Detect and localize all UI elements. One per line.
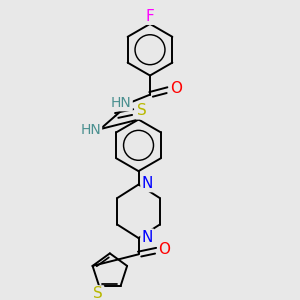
Text: F: F bbox=[146, 9, 154, 24]
Text: N: N bbox=[141, 230, 153, 244]
Text: HN: HN bbox=[80, 123, 101, 137]
Text: S: S bbox=[93, 286, 103, 300]
Text: O: O bbox=[158, 242, 170, 257]
Text: HN: HN bbox=[111, 96, 132, 110]
Text: O: O bbox=[170, 81, 182, 96]
Text: S: S bbox=[136, 103, 146, 118]
Text: N: N bbox=[141, 176, 153, 191]
